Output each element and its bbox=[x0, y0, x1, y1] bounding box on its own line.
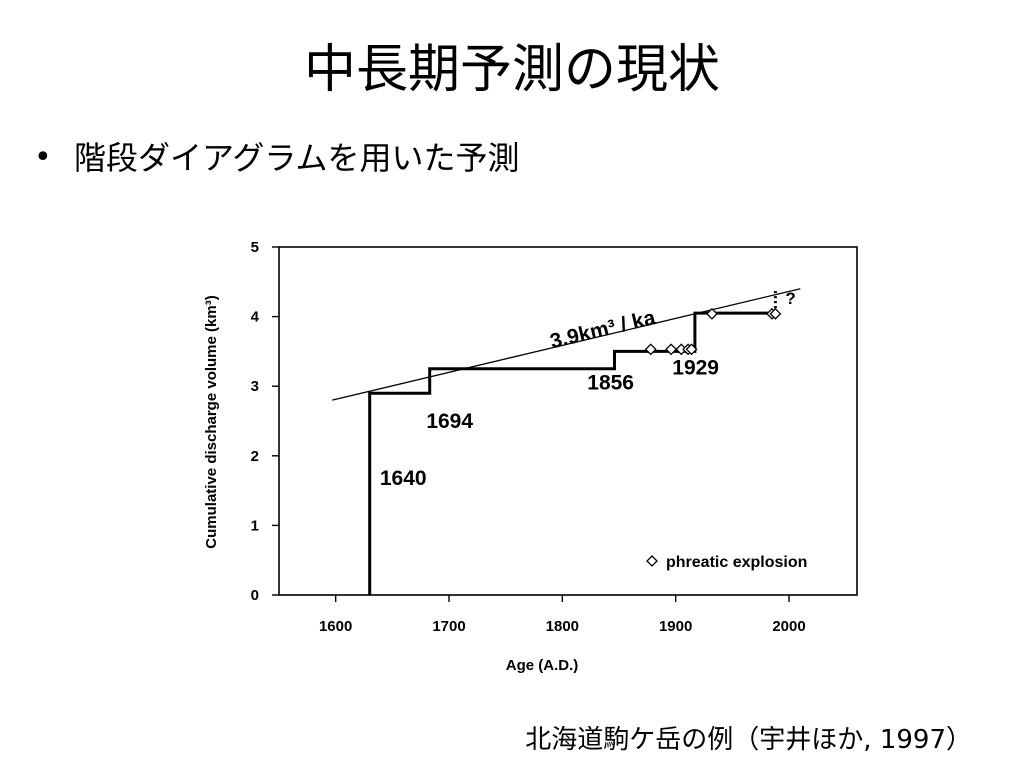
eruption-year-label: 1929 bbox=[672, 356, 719, 379]
slide-title: 中長期予測の現状 bbox=[303, 40, 720, 100]
phreatic-explosion-marker bbox=[769, 307, 782, 320]
y-tick-label: 0 bbox=[251, 587, 259, 604]
step-series-line bbox=[368, 311, 776, 595]
plot-frame bbox=[278, 246, 858, 596]
eruption-year-label: 1640 bbox=[380, 467, 427, 490]
trend-label: 3.9km³ / ka bbox=[548, 306, 658, 353]
x-tick-label: 1600 bbox=[319, 618, 352, 635]
x-tick-label: 1800 bbox=[546, 618, 579, 635]
y-axis-title: Cumulative discharge volume (km³) bbox=[203, 295, 220, 548]
bullet-dot-icon: • bbox=[34, 140, 52, 175]
x-axis-title: Age (A.D.) bbox=[506, 657, 579, 674]
x-tick-label: 1900 bbox=[659, 618, 692, 635]
bullet-text: 階段ダイアグラムを用いた予測 bbox=[74, 139, 520, 177]
chart: 1600 1700 1800 1900 2000 0 1 2 3 4 5 Age (A.D.) C… bbox=[190, 232, 870, 692]
chart-svg: 1600 1700 1800 1900 2000 0 1 2 3 4 5 Age (A.D.) C… bbox=[203, 239, 858, 674]
source-caption: 北海道駒ケ岳の例（宇井ほか, 1997） bbox=[525, 725, 972, 755]
y-tick-label: 2 bbox=[251, 448, 259, 465]
y-tick-label: 5 bbox=[251, 239, 259, 256]
trend-line bbox=[332, 288, 801, 401]
legend-diamond-icon bbox=[646, 555, 658, 567]
phreatic-explosion-marker bbox=[665, 343, 678, 356]
projection-label: ? bbox=[785, 289, 795, 308]
eruption-year-label: 1694 bbox=[426, 410, 473, 433]
bullet-item: • 階段ダイアグラムを用いた予測 bbox=[34, 136, 519, 180]
eruption-year-label: 1856 bbox=[587, 372, 634, 395]
y-tick-label: 4 bbox=[251, 309, 260, 326]
x-tick-label: 1700 bbox=[432, 618, 465, 635]
phreatic-explosion-marker bbox=[706, 307, 718, 320]
legend-label: phreatic explosion bbox=[666, 554, 807, 571]
phreatic-explosion-marker bbox=[644, 343, 657, 356]
phreatic-explosion-marker bbox=[685, 343, 698, 356]
y-tick-label: 1 bbox=[251, 517, 259, 534]
x-tick-label: 2000 bbox=[772, 618, 805, 635]
y-tick-label: 3 bbox=[251, 378, 259, 395]
